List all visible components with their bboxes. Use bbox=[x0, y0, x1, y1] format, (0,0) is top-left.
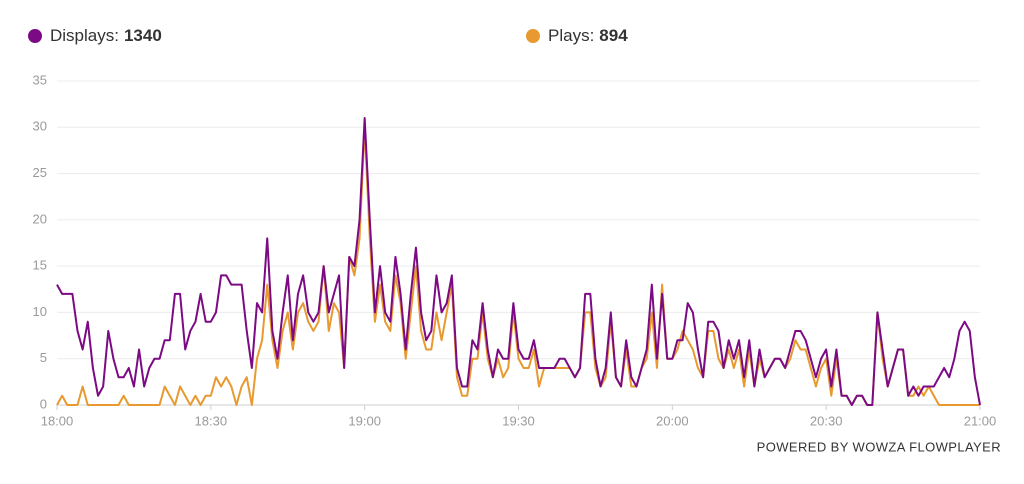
legend-marker bbox=[526, 29, 540, 43]
y-tick-label: 15 bbox=[33, 258, 47, 273]
y-tick-label: 25 bbox=[33, 165, 47, 180]
footer: POWERED BY WOWZA FLOWPLAYER bbox=[757, 439, 1001, 454]
legend-label: Plays: 894 bbox=[548, 26, 628, 45]
legend-total: 894 bbox=[599, 26, 628, 45]
y-tick-label: 35 bbox=[33, 72, 47, 87]
x-tick-label: 19:00 bbox=[348, 413, 381, 428]
y-tick-label: 5 bbox=[40, 350, 47, 365]
x-tick-label: 19:30 bbox=[502, 413, 535, 428]
y-tick-label: 0 bbox=[40, 396, 47, 411]
y-tick-label: 30 bbox=[33, 119, 47, 134]
legend-name: Plays: bbox=[548, 26, 594, 45]
series-line bbox=[56, 126, 980, 406]
x-tick-label: 21:00 bbox=[964, 413, 997, 428]
y-tick-label: 20 bbox=[33, 211, 47, 226]
x-tick-label: 20:00 bbox=[656, 413, 689, 428]
series-line bbox=[56, 117, 981, 406]
x-tick-label: 18:00 bbox=[41, 413, 74, 428]
y-tick-label: 10 bbox=[33, 304, 47, 319]
x-tick-label: 20:30 bbox=[810, 413, 843, 428]
legend-name: Displays: bbox=[50, 26, 119, 45]
legend-label: Displays: 1340 bbox=[50, 26, 162, 45]
legend-marker bbox=[28, 29, 42, 43]
x-tick-label: 18:30 bbox=[195, 413, 228, 428]
legend-total: 1340 bbox=[124, 26, 162, 45]
